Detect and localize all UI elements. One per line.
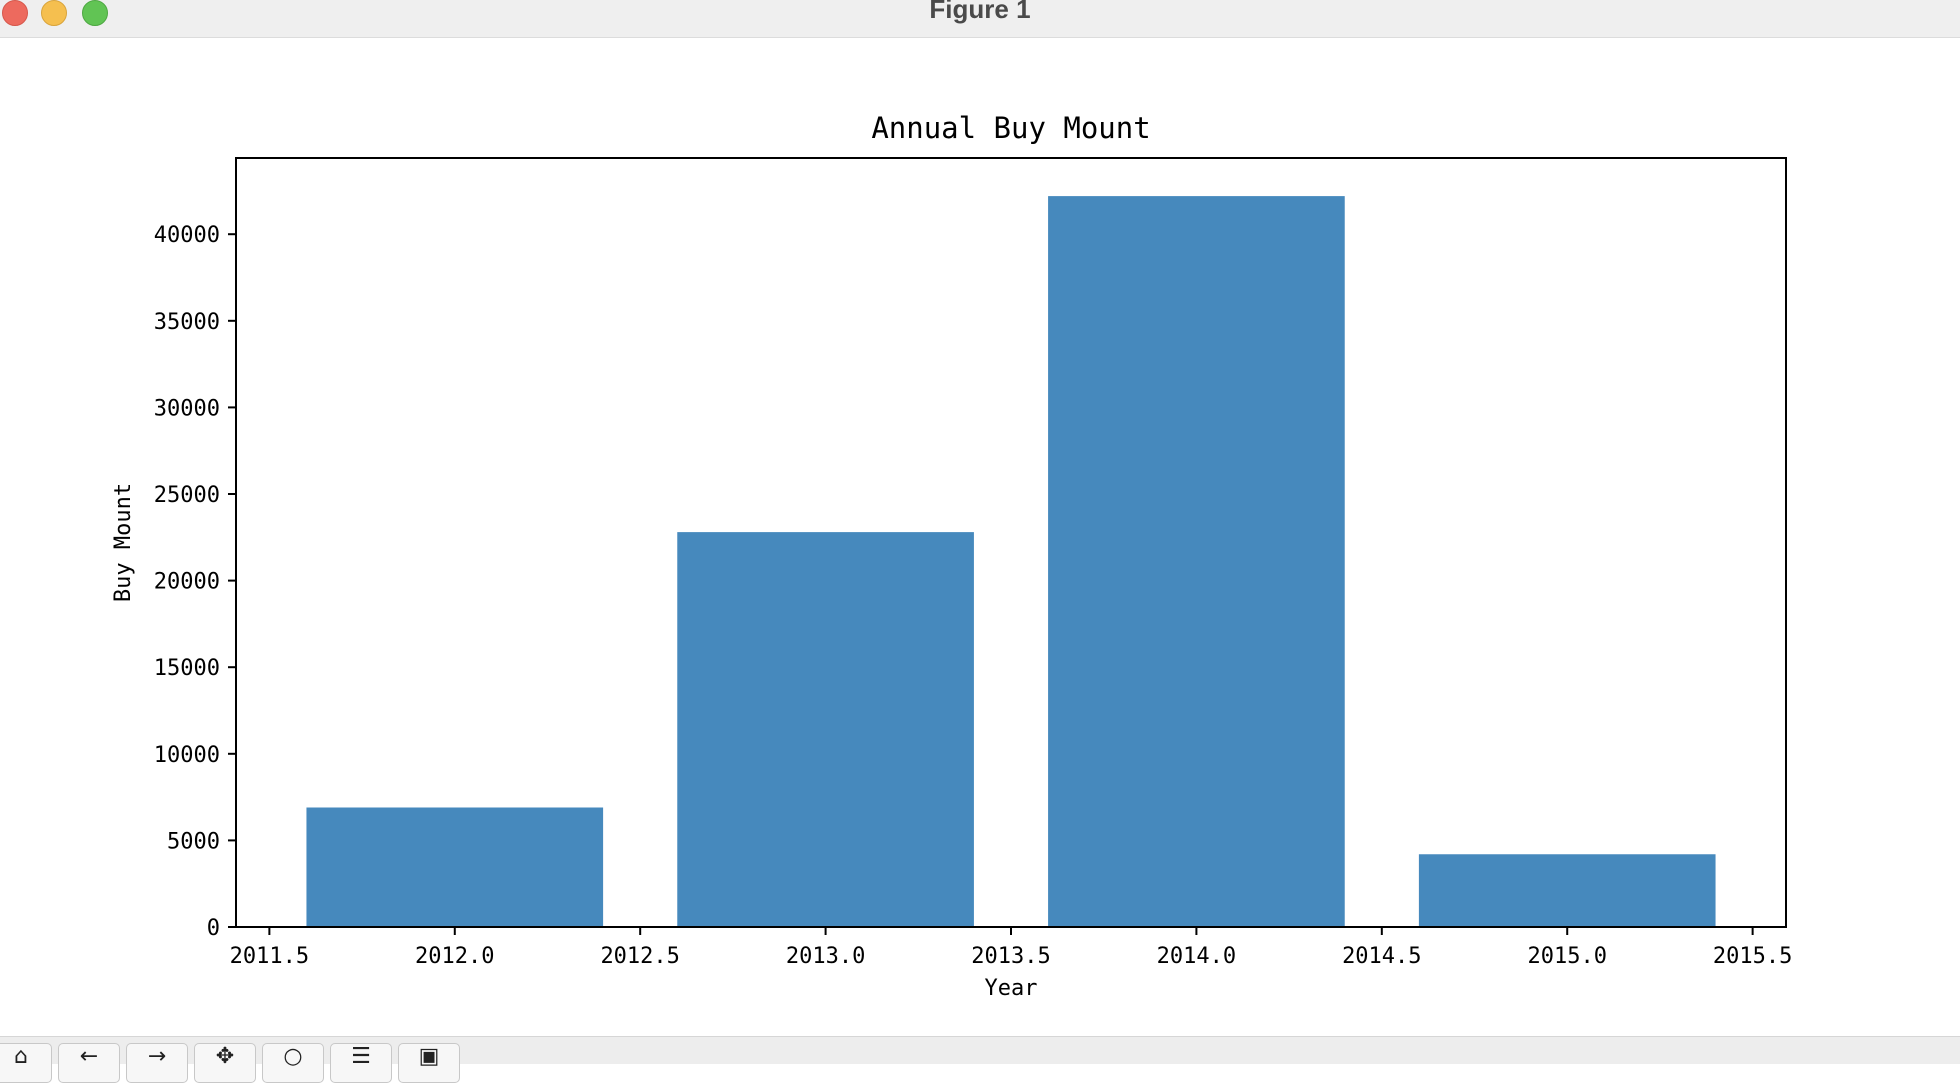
configure-subplots-button[interactable]: ☰ [330,1043,392,1083]
forward-button[interactable]: → [126,1043,188,1083]
y-tick-label: 15000 [154,656,220,681]
y-tick-label: 20000 [154,570,220,595]
save-icon: ▣ [418,1044,440,1069]
close-window-button[interactable] [2,0,28,26]
x-tick-label: 2013.5 [971,944,1050,969]
arrow-left-icon: ← [79,1044,99,1069]
x-tick-label: 2015.5 [1713,944,1792,969]
window-title: Figure 1 [929,0,1031,24]
y-tick-label: 10000 [154,743,220,768]
bar-2012 [306,807,604,927]
arrow-right-icon: → [147,1044,167,1069]
zoom-icon: ○ [283,1044,303,1069]
sliders-icon: ☰ [351,1044,371,1069]
minimize-window-button[interactable] [41,0,67,26]
home-button[interactable]: ⌂ [0,1043,52,1083]
figure-toolbar: ⌂ ← → ✥ ○ ☰ ▣ [0,1036,1960,1083]
window-titlebar: Figure 1 [0,0,1960,38]
y-tick-label: 25000 [154,483,220,508]
maximize-window-button[interactable] [82,0,108,26]
x-tick-label: 2015.0 [1527,944,1606,969]
back-button[interactable]: ← [58,1043,120,1083]
x-tick-label: 2012.5 [600,944,679,969]
move-icon: ✥ [215,1044,235,1069]
x-tick-label: 2014.0 [1157,944,1236,969]
x-tick-label: 2012.0 [415,944,494,969]
x-tick-label: 2011.5 [230,944,309,969]
y-tick-label: 30000 [154,396,220,421]
save-button[interactable]: ▣ [398,1043,460,1083]
y-tick-label: 0 [207,916,220,941]
x-tick-label: 2014.5 [1342,944,1421,969]
x-tick-label: 2013.0 [786,944,865,969]
chart-title: Annual Buy Mount [871,111,1150,145]
x-axis-label: Year [985,976,1038,1001]
bar-2013 [677,532,974,927]
pan-button[interactable]: ✥ [194,1043,256,1083]
chart-area: 2011.5 2012.0 2012.5 2013.0 2013.5 2014.0 2014… [0,38,1960,1034]
zoom-button[interactable]: ○ [262,1043,324,1083]
bar-2015 [1418,854,1716,927]
y-tick-label: 5000 [167,829,220,854]
home-icon: ⌂ [14,1044,28,1069]
bar-chart: 2011.5 2012.0 2012.5 2013.0 2013.5 2014.0 2014… [111,111,1792,1001]
bar-2014 [1048,196,1345,927]
y-tick-label: 35000 [154,310,220,335]
y-tick-label: 40000 [154,223,220,248]
y-axis-label: Buy Mount [111,483,136,602]
